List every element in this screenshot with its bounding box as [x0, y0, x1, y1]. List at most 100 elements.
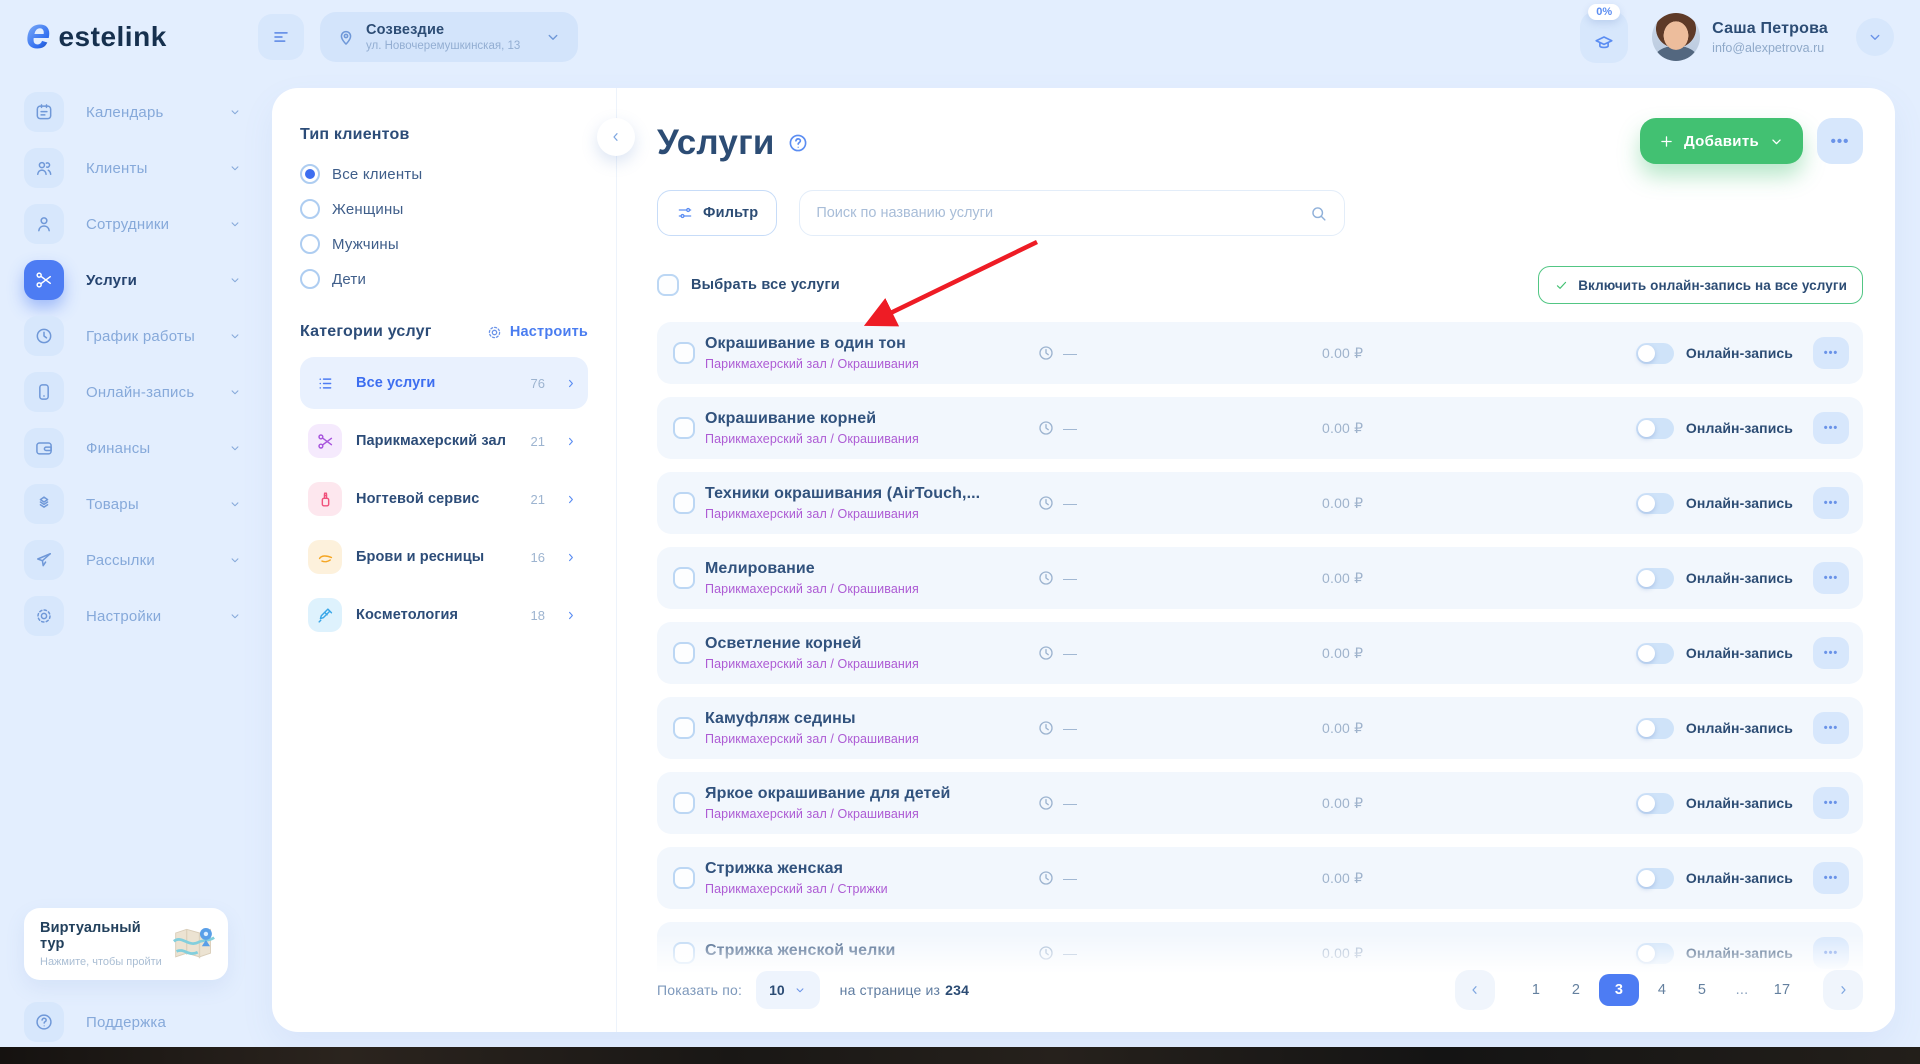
service-checkbox[interactable] — [673, 867, 695, 889]
service-checkbox[interactable] — [673, 417, 695, 439]
filter-button[interactable]: Фильтр — [657, 190, 778, 236]
user-menu-button[interactable] — [1856, 18, 1894, 56]
location-selector[interactable]: Созвездие ул. Новочеремушкинская, 13 — [320, 12, 579, 62]
scissors-icon — [34, 270, 54, 290]
online-booking-toggle[interactable] — [1635, 867, 1674, 889]
page-button-17[interactable]: 17 — [1765, 974, 1799, 1006]
sidebar-item-services[interactable]: Услуги — [24, 260, 272, 300]
online-booking-toggle[interactable] — [1635, 342, 1674, 364]
service-category: Парикмахерский зал / Окрашивания — [705, 507, 919, 521]
prev-page-button[interactable] — [1455, 970, 1495, 1010]
sidebar-item-support[interactable]: Поддержка — [24, 1002, 272, 1042]
chevron-right-icon — [563, 376, 578, 391]
service-checkbox[interactable] — [673, 717, 695, 739]
sidebar-item-settings[interactable]: Настройки — [24, 596, 272, 636]
service-category: Парикмахерский зал / Окрашивания — [705, 582, 919, 596]
online-booking-toggle[interactable] — [1635, 567, 1674, 589]
online-booking-label: Онлайн-запись — [1685, 870, 1793, 886]
service-name[interactable]: Окрашивание корней — [705, 410, 877, 427]
client-type-option[interactable]: Все клиенты — [300, 164, 588, 184]
sidebar-item-label: Товары — [86, 495, 139, 513]
chevron-right-icon — [563, 550, 578, 565]
service-checkbox[interactable] — [673, 492, 695, 514]
virtual-tour-card[interactable]: Виртуальный тур Нажмите, чтобы пройти — [24, 908, 228, 980]
page-title: Услуги — [657, 123, 775, 162]
sidebar-item-clients[interactable]: Клиенты — [24, 148, 272, 188]
page-button-2[interactable]: 2 — [1559, 974, 1593, 1006]
page-button-3[interactable]: 3 — [1599, 974, 1639, 1006]
service-checkbox[interactable] — [673, 792, 695, 814]
service-more-button[interactable]: ••• — [1813, 712, 1849, 744]
search-input[interactable] — [816, 205, 1310, 221]
enable-online-booking-all-button[interactable]: Включить онлайн-запись на все услуги — [1538, 266, 1863, 304]
client-type-option[interactable]: Дети — [300, 269, 588, 289]
service-duration-value: — — [1063, 495, 1077, 511]
service-more-button[interactable]: ••• — [1813, 637, 1849, 669]
service-name[interactable]: Яркое окрашивание для детей — [705, 785, 951, 802]
page-size-select[interactable]: 10 — [756, 971, 820, 1009]
service-name[interactable]: Камуфляж седины — [705, 710, 856, 727]
category-item-cosmetology[interactable]: Косметология 18 — [300, 589, 588, 641]
sidebar-item-label: Финансы — [86, 439, 151, 457]
select-all-checkbox[interactable] — [657, 274, 679, 296]
page-size-value: 10 — [769, 982, 785, 998]
page-more-button[interactable]: ••• — [1817, 118, 1863, 164]
clock-icon — [1037, 344, 1055, 362]
category-item-brows[interactable]: Брови и ресницы 16 — [300, 531, 588, 583]
online-booking-toggle[interactable] — [1635, 492, 1674, 514]
service-name[interactable]: Стрижка женская — [705, 860, 844, 877]
page-button-4[interactable]: 4 — [1645, 974, 1679, 1006]
client-type-option[interactable]: Мужчины — [300, 234, 588, 254]
service-name[interactable]: Техники окрашивания (AirTouch,... — [705, 485, 981, 502]
search-icon[interactable] — [1309, 204, 1328, 223]
online-booking-toggle[interactable] — [1635, 642, 1674, 664]
sidebar-item-calendar[interactable]: Календарь — [24, 92, 272, 132]
service-name[interactable]: Мелирование — [705, 560, 815, 577]
online-booking-toggle[interactable] — [1635, 717, 1674, 739]
configure-categories-button[interactable]: Настроить — [486, 324, 588, 341]
page-button-5[interactable]: 5 — [1685, 974, 1719, 1006]
online-booking-label: Онлайн-запись — [1685, 345, 1793, 361]
online-booking-toggle[interactable] — [1635, 417, 1674, 439]
service-more-button[interactable]: ••• — [1813, 337, 1849, 369]
service-checkbox[interactable] — [673, 567, 695, 589]
sidebar-item-staff[interactable]: Сотрудники — [24, 204, 272, 244]
service-more-button[interactable]: ••• — [1813, 862, 1849, 894]
sidebar-item-products[interactable]: Товары — [24, 484, 272, 524]
next-page-button[interactable] — [1823, 970, 1863, 1010]
category-item-all[interactable]: Все услуги 76 — [300, 357, 588, 409]
category-count: 16 — [530, 549, 545, 565]
chevron-right-icon — [563, 492, 578, 507]
chevron-right-icon — [1835, 982, 1851, 998]
question-icon — [34, 1012, 54, 1032]
service-more-button[interactable]: ••• — [1813, 562, 1849, 594]
sidebar-item-label: Клиенты — [86, 159, 148, 177]
service-more-button[interactable]: ••• — [1813, 787, 1849, 819]
service-checkbox[interactable] — [673, 642, 695, 664]
sidebar-item-schedule[interactable]: График работы — [24, 316, 272, 356]
wallet-icon — [34, 438, 54, 458]
training-progress-button[interactable]: 0% — [1580, 4, 1629, 63]
sidebar: Календарь Клиенты Сотрудники Услуги Граф… — [0, 78, 272, 1046]
online-booking-label: Онлайн-запись — [1685, 420, 1793, 436]
sidebar-item-finance[interactable]: Финансы — [24, 428, 272, 468]
sidebar-item-mailings[interactable]: Рассылки — [24, 540, 272, 580]
service-more-button[interactable]: ••• — [1813, 487, 1849, 519]
add-service-button[interactable]: Добавить — [1639, 118, 1803, 164]
category-item-hairdressing[interactable]: Парикмахерский зал 21 — [300, 415, 588, 467]
clock-icon — [1037, 869, 1055, 887]
avatar[interactable] — [1652, 13, 1701, 61]
category-item-nails[interactable]: Ногтевой сервис 21 — [300, 473, 588, 525]
services-content: Услуги Добавить ••• Фильтр — [617, 88, 1895, 1032]
online-booking-toggle[interactable] — [1635, 792, 1674, 814]
sidebar-item-online-booking[interactable]: Онлайн-запись — [24, 372, 272, 412]
service-name[interactable]: Осветление корней — [705, 635, 862, 652]
service-checkbox[interactable] — [673, 342, 695, 364]
service-more-button[interactable]: ••• — [1813, 412, 1849, 444]
collapse-filters-button[interactable] — [597, 118, 635, 156]
sidebar-toggle-button[interactable] — [258, 14, 304, 60]
client-type-option[interactable]: Женщины — [300, 199, 588, 219]
page-button-1[interactable]: 1 — [1519, 974, 1553, 1006]
service-name[interactable]: Окрашивание в один тон — [705, 335, 906, 352]
help-icon[interactable] — [787, 132, 809, 154]
